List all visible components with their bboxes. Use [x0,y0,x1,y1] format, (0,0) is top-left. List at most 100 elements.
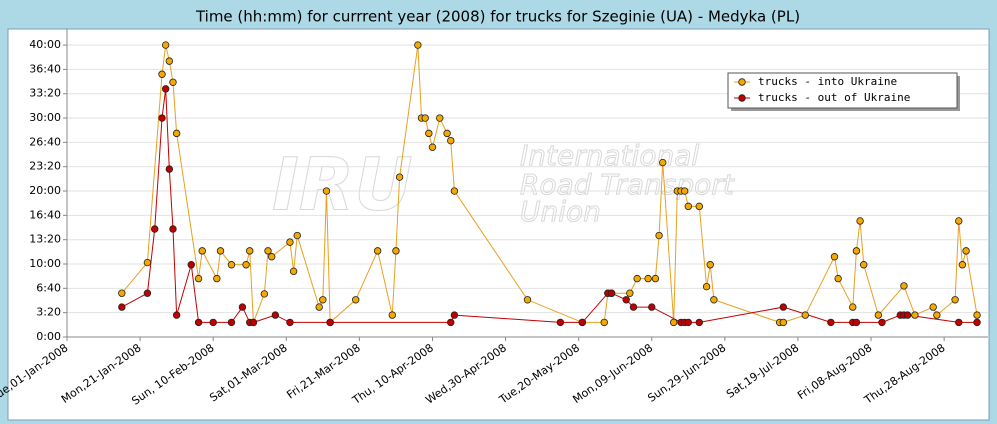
point [172,129,181,138]
point [169,225,177,233]
point [286,238,294,246]
point [315,303,323,311]
point [860,261,868,269]
point [246,247,254,255]
point [659,158,667,167]
point [626,289,634,297]
point [933,311,941,319]
point [556,318,565,327]
point [669,318,678,327]
point [834,274,842,283]
point [629,303,638,311]
point [322,187,331,195]
legend-marker [738,94,746,102]
point [600,318,608,327]
y-tick-label: 20:00 [29,184,61,197]
point [973,318,981,327]
point [447,136,455,145]
point [710,296,718,304]
point [684,318,693,327]
y-tick-label: 10:00 [29,257,61,270]
point [436,114,444,122]
point [951,296,959,304]
legend-label: trucks - out of Ukraine [758,91,910,104]
point [702,282,711,291]
point [849,303,857,311]
point [622,296,630,304]
point [118,303,126,311]
y-tick-label: 16:40 [29,208,61,221]
point [856,217,864,225]
point [194,274,203,283]
point [706,261,714,269]
point [655,231,663,240]
point [962,247,970,255]
point [286,318,294,327]
point [973,311,981,319]
point [523,296,532,304]
point [695,202,703,211]
point [158,114,166,122]
point [903,311,912,319]
point [900,282,908,290]
point [289,267,298,276]
point [578,318,587,327]
point [421,114,429,122]
point [830,253,839,261]
point [187,261,195,269]
y-tick-label: 0:00 [36,330,61,343]
legend-box [727,72,958,109]
legend-label: trucks - into Ukraine [758,75,897,88]
point [352,296,360,304]
point [414,41,422,49]
point [151,225,159,233]
point [852,247,861,255]
y-tick-label: 6:40 [36,281,61,294]
point [165,165,174,173]
chart-title: Time (hh:mm) for currrent year (2008) fo… [195,8,800,26]
point [684,202,693,211]
point [607,289,616,297]
point [425,129,433,138]
point [633,274,641,283]
point [172,311,181,319]
y-tick-label: 36:40 [29,62,61,75]
point [955,217,963,225]
y-tick-label: 26:40 [29,135,61,148]
point [242,261,250,269]
y-tick-label: 40:00 [29,38,61,51]
point [267,253,276,261]
point [238,303,247,311]
point [392,247,400,255]
point [264,247,272,255]
point [644,274,652,283]
point [428,143,437,151]
point [695,318,703,327]
y-tick-label: 23:20 [29,160,61,173]
watermark-line: Road Transport [520,168,735,201]
point [801,311,809,319]
point [161,41,170,49]
plot [118,41,981,327]
point [874,311,883,319]
point [779,318,788,327]
point [450,311,459,319]
point [648,303,656,311]
point [955,318,963,327]
watermark-logo: IRU [272,143,413,227]
point [878,318,886,327]
point [450,187,459,195]
point [443,129,451,138]
point [209,318,217,327]
legend: trucks - into Ukraine trucks - out of Ukr… [727,72,960,111]
point [388,311,396,319]
point [680,187,689,195]
point [319,296,327,304]
point [373,247,382,255]
point [143,289,152,297]
point [249,318,258,327]
y-tick-label: 13:20 [29,233,61,246]
point [260,290,269,298]
point [194,318,203,327]
